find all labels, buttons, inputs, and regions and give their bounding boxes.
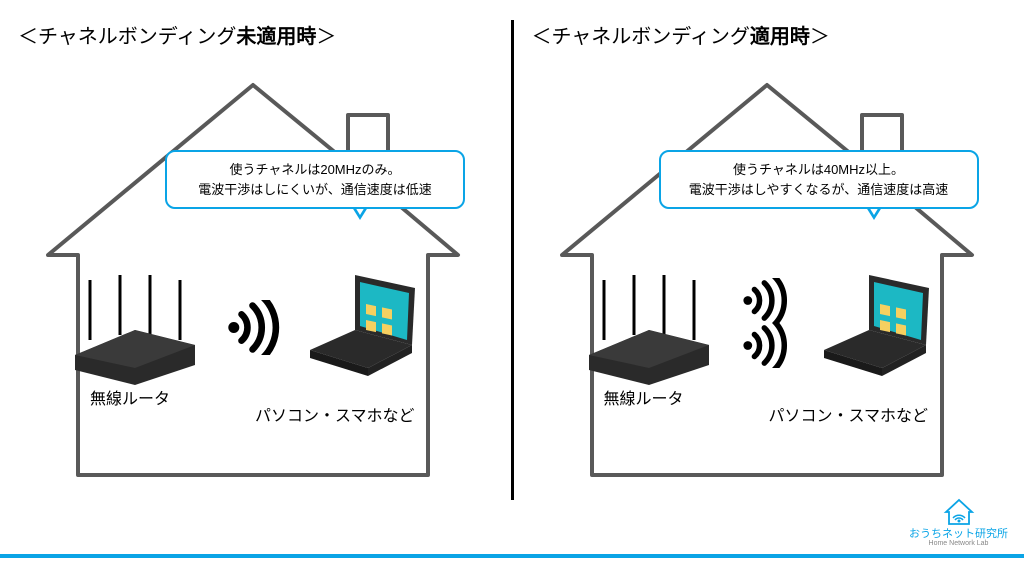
logo-icon [942,496,976,526]
title-prefix: ＜チャネルボンディング [532,26,750,48]
callout-left: 使うチャネルは20MHzのみ。 電波干渉はしにくいが、通信速度は低速 [165,150,465,209]
callout-line1: 使うチャネルは40MHz以上。 [733,162,904,177]
device-label-right: パソコン・スマホなど [769,402,929,426]
callout-right: 使うチャネルは40MHz以上。 電波干渉はしやすくなるが、通信速度は高速 [659,150,979,209]
diagram-container: ＜チャネルボンディング未適用時＞ 使うチャネルは20MHzのみ。 電波干渉はしに… [0,0,1024,520]
footer-line [0,554,1024,558]
callout-line2: 電波干渉はしにくいが、通信速度は低速 [198,182,431,197]
router-icon-right [579,270,719,390]
device-label-left: パソコン・スマホなど [255,402,415,426]
callout-line2: 電波干渉はしやすくなるが、通信速度は高速 [689,182,949,197]
logo-subtext: Home Network Lab [909,540,1008,548]
panel-right: ＜チャネルボンディング適用時＞ 使うチャネルは40MHz以上。 電波干渉はしやす… [514,0,1024,520]
title-suffix: ＞ [316,26,336,48]
wifi-icon-single [225,300,280,355]
laptop-icon-left [300,270,420,380]
wifi-icon-top [739,278,794,323]
laptop-icon-right [814,270,934,380]
title-right: ＜チャネルボンディング適用時＞ [532,20,1007,49]
router-label-left: 無線ルータ [90,385,170,409]
title-suffix: ＞ [810,26,830,48]
router-label-right: 無線ルータ [604,385,684,409]
title-bold: 未適用時 [236,26,316,48]
logo-text: おうちネット研究所 [909,528,1008,540]
title-bold: 適用時 [750,26,810,48]
callout-line1: 使うチャネルは20MHzのみ。 [229,162,400,177]
wifi-icon-bottom [739,323,794,368]
footer-logo: おうちネット研究所 Home Network Lab [909,496,1008,548]
title-prefix: ＜チャネルボンディング [18,26,236,48]
router-icon-left [65,270,205,390]
title-left: ＜チャネルボンディング未適用時＞ [18,20,493,49]
panel-left: ＜チャネルボンディング未適用時＞ 使うチャネルは20MHzのみ。 電波干渉はしに… [0,0,511,520]
